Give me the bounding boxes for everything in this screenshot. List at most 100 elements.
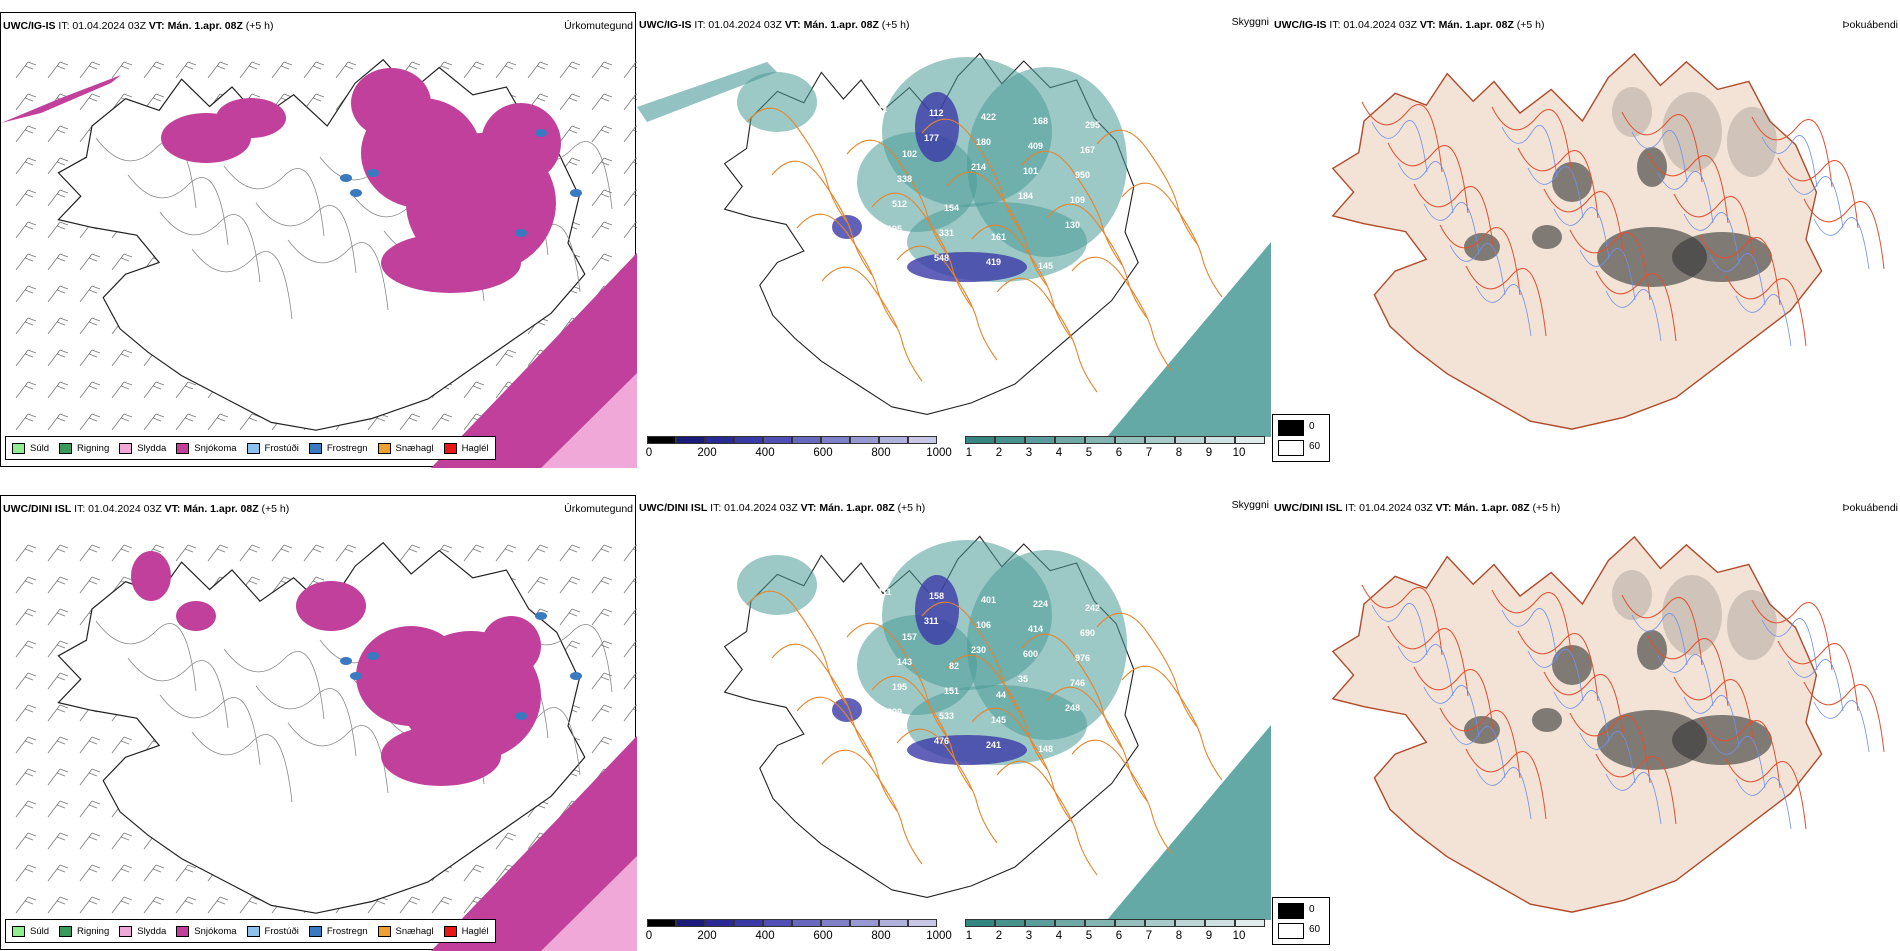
legend-swatch: [176, 442, 190, 454]
scale-swatch: [1115, 436, 1145, 444]
freezing-rain-area: [367, 169, 379, 177]
wind-barb: [79, 285, 101, 303]
freezing-rain-area: [350, 672, 362, 680]
wind-barb: [463, 864, 485, 882]
wind-barb: [591, 608, 613, 626]
cloud-base-label: 338: [897, 174, 912, 184]
wind-barb: [47, 896, 69, 914]
legend-swatch: [12, 925, 25, 937]
river: [1475, 284, 1532, 337]
wind-barb: [47, 704, 69, 722]
wind-barb: [47, 317, 69, 335]
wind-barb: [463, 544, 485, 562]
wind-barb: [15, 576, 37, 594]
scale-swatch: [821, 436, 850, 444]
river: [1605, 289, 1662, 342]
wind-barb: [591, 736, 613, 754]
river: [1631, 613, 1688, 666]
road: [1096, 129, 1198, 245]
wind-barb: [495, 832, 517, 850]
road: [971, 707, 1073, 823]
wind-barb: [207, 896, 229, 914]
fog-area: [1612, 87, 1652, 137]
wind-barb: [623, 157, 637, 175]
wind-barb: [463, 61, 485, 79]
wind-barb: [79, 413, 101, 431]
fog-panel-bottom: UWC/DINI ISL IT: 01.04.2024 03Z VT: Mán.…: [1272, 495, 1900, 950]
wind-barb: [79, 93, 101, 111]
wind-barb: [111, 253, 133, 271]
road: [896, 728, 998, 844]
scale-tick: 4: [1055, 930, 1063, 942]
river: [1553, 690, 1610, 743]
legend-label: Frostregn: [326, 925, 368, 937]
cloud-base-label: 195: [887, 224, 902, 234]
legend-label: Snjókoma: [194, 442, 237, 454]
snow-area: [296, 581, 366, 631]
cloud-base-label: 690: [1080, 628, 1095, 638]
wind-barb: [303, 61, 325, 79]
cloud-base-label: 158: [929, 591, 944, 601]
legend-item: Slydda: [119, 925, 166, 937]
legend-item: Frostúði: [246, 442, 299, 454]
wind-barb: [591, 704, 613, 722]
wind-barb: [623, 576, 637, 594]
road: [1096, 612, 1198, 728]
road: [1121, 182, 1223, 298]
snow-area: [381, 233, 521, 293]
panel-type-label: Þokuábendi: [1842, 502, 1898, 514]
scale-tick: 10: [1232, 930, 1246, 942]
cloud-base-label: 102: [902, 149, 917, 159]
river: [1683, 695, 1740, 748]
scale-tick: 0: [645, 930, 653, 942]
wind-barb: [591, 93, 613, 111]
wind-barb: [111, 832, 133, 850]
fog-legend: 0 60: [1272, 897, 1330, 945]
river: [1423, 202, 1480, 255]
road: [1621, 111, 1703, 183]
road: [971, 224, 1073, 340]
cloud-base-label: 409: [1028, 141, 1043, 151]
scale-swatch: [792, 436, 821, 444]
cloud-base-area: [907, 252, 1027, 282]
road: [996, 760, 1098, 876]
scale-swatch: [1025, 919, 1055, 927]
scale-swatch: [1235, 919, 1265, 927]
wind-barb: [527, 576, 549, 594]
legend-label: Frostúði: [264, 925, 299, 937]
fog-area: [1662, 92, 1722, 172]
fog-tick: 0: [1309, 904, 1315, 915]
terrain-line: [287, 722, 389, 794]
legend-label: Haglél: [461, 442, 489, 454]
wind-barb: [15, 349, 37, 367]
road: [1647, 152, 1729, 224]
freezing-rain-area: [535, 612, 547, 620]
legend-label: Súld: [30, 925, 50, 937]
snow-band-northwest: [1, 75, 121, 123]
fog-tick: 60: [1309, 441, 1321, 452]
wind-barb: [623, 704, 637, 722]
wind-barb: [15, 672, 37, 690]
wind-barb: [47, 253, 69, 271]
road: [1673, 676, 1755, 748]
terrain-line: [159, 694, 261, 766]
fog-area: [1672, 715, 1772, 765]
road: [1699, 234, 1781, 306]
scale-swatch: [965, 436, 995, 444]
road: [1725, 275, 1807, 347]
wind-barb: [79, 736, 101, 754]
fog-area: [1662, 575, 1722, 655]
freezing-rain-area: [340, 174, 352, 182]
scale-swatch: [879, 919, 908, 927]
wind-barb: [495, 349, 517, 367]
road: [1439, 224, 1521, 296]
wind-barb: [623, 608, 637, 626]
panel-type-label: Skyggni: [1231, 499, 1269, 511]
wind-barb: [591, 253, 613, 271]
fog-area: [1532, 708, 1562, 732]
cloud-base-label: 148: [1038, 744, 1053, 754]
wind-barb: [15, 413, 37, 431]
cloud-base-label: 161: [991, 232, 1006, 242]
river: [1449, 726, 1506, 779]
river: [1371, 603, 1428, 656]
